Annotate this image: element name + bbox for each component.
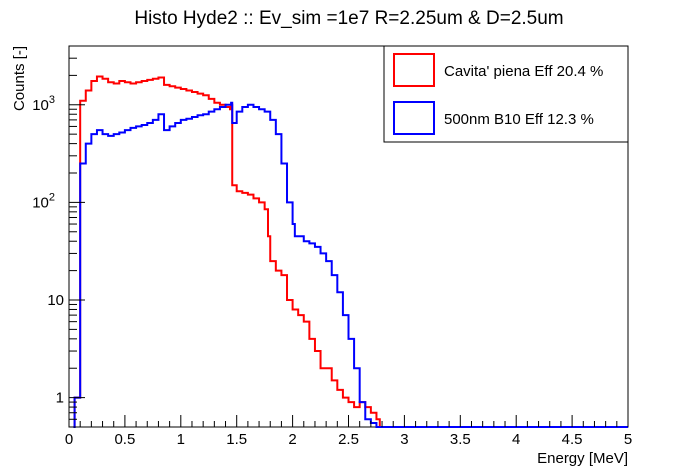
y-axis-label: Counts [-] [11, 46, 28, 111]
legend-swatch-red [393, 53, 435, 87]
x-axis-label: Energy [MeV] [537, 450, 628, 467]
legend-entry-500nm-b10: 500nm B10 Eff 12.3 % [444, 111, 594, 128]
x-tick-label: 1.5 [226, 431, 247, 448]
legend-swatch-blue [393, 101, 435, 135]
series-line-0 [73, 75, 381, 428]
x-tick-label: 5 [624, 431, 632, 448]
x-tick-label: 0 [65, 431, 73, 448]
x-tick-label: 3 [400, 431, 408, 448]
x-tick-label: 4.5 [562, 431, 583, 448]
x-tick-label: 2 [288, 431, 296, 448]
x-axis: 0 0.5 1 1.5 2 2.5 3 3.5 4 4.5 5 [65, 415, 632, 448]
series-line-1 [73, 101, 628, 428]
legend: Cavita' piena Eff 20.4 % 500nm B10 Eff 1… [383, 45, 629, 143]
y-tick-label: 10 [47, 292, 64, 309]
x-tick-label: 2.5 [338, 431, 359, 448]
legend-entry-cavita-piena: Cavita' piena Eff 20.4 % [444, 63, 603, 80]
legend-box [383, 45, 629, 143]
chart-title: Histo Hyde2 :: Ev_sim =1e7 R=2.25um & D=… [134, 8, 563, 29]
x-tick-label: 4 [512, 431, 520, 448]
x-tick-label: 3.5 [450, 431, 471, 448]
x-tick-label: 1 [177, 431, 185, 448]
x-tick-label: 0.5 [114, 431, 135, 448]
series-layer [73, 75, 628, 428]
y-tick-label: 1 [56, 390, 64, 407]
